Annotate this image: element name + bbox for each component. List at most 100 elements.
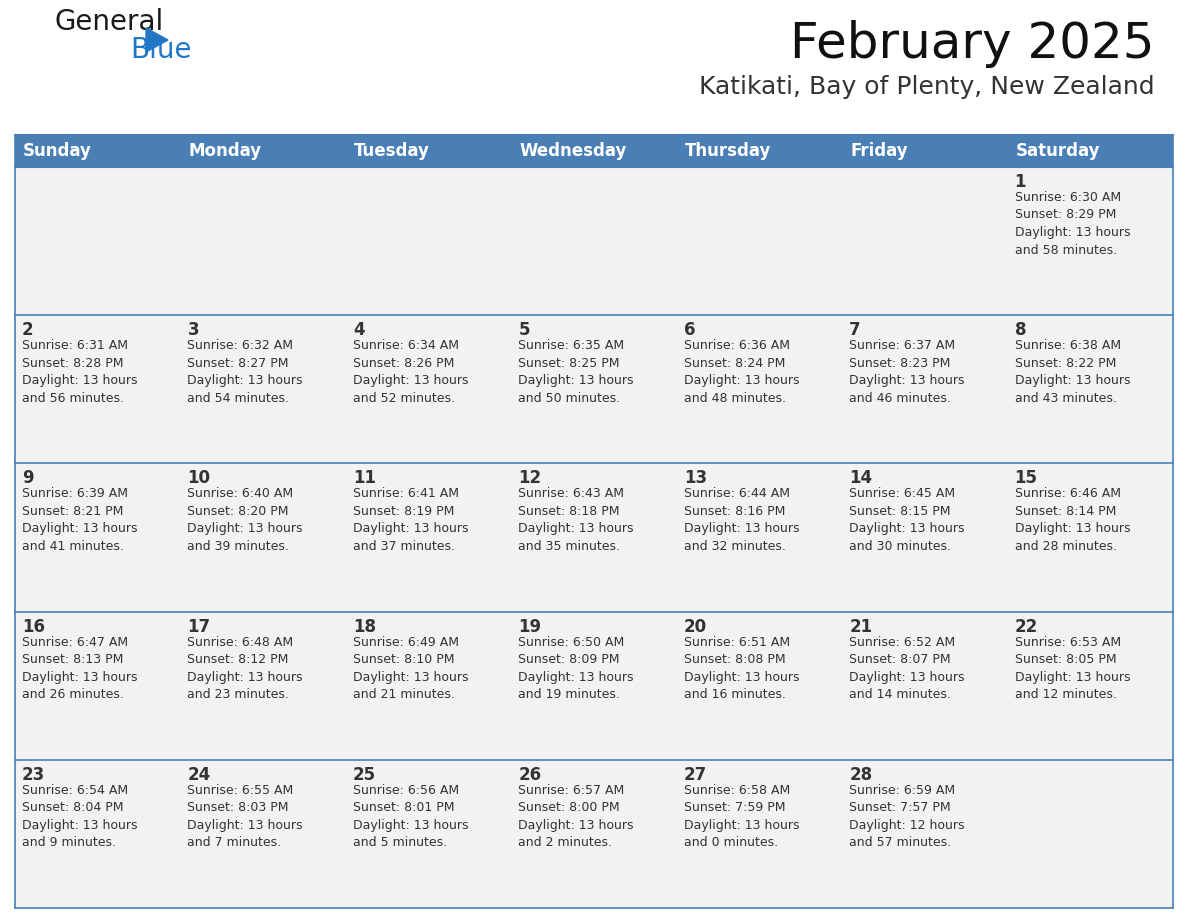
Bar bbox=[181, 464, 346, 611]
Text: Sunrise: 6:55 AM
Sunset: 8:03 PM
Daylight: 13 hours
and 7 minutes.: Sunrise: 6:55 AM Sunset: 8:03 PM Dayligh… bbox=[188, 784, 303, 849]
Bar bbox=[677, 464, 842, 611]
Text: Sunrise: 6:43 AM
Sunset: 8:18 PM
Daylight: 13 hours
and 35 minutes.: Sunrise: 6:43 AM Sunset: 8:18 PM Dayligh… bbox=[518, 487, 633, 553]
Text: Wednesday: Wednesday bbox=[519, 142, 626, 160]
Text: Tuesday: Tuesday bbox=[354, 142, 430, 160]
Text: Sunrise: 6:46 AM
Sunset: 8:14 PM
Daylight: 13 hours
and 28 minutes.: Sunrise: 6:46 AM Sunset: 8:14 PM Dayligh… bbox=[1015, 487, 1130, 553]
Text: Thursday: Thursday bbox=[684, 142, 771, 160]
Text: February 2025: February 2025 bbox=[790, 20, 1155, 68]
Text: Sunrise: 6:39 AM
Sunset: 8:21 PM
Daylight: 13 hours
and 41 minutes.: Sunrise: 6:39 AM Sunset: 8:21 PM Dayligh… bbox=[23, 487, 138, 553]
Text: 14: 14 bbox=[849, 469, 872, 487]
Bar bbox=[511, 315, 677, 464]
Bar bbox=[181, 760, 346, 908]
Text: 18: 18 bbox=[353, 618, 375, 635]
Text: 27: 27 bbox=[684, 766, 707, 784]
Text: Sunrise: 6:52 AM
Sunset: 8:07 PM
Daylight: 13 hours
and 14 minutes.: Sunrise: 6:52 AM Sunset: 8:07 PM Dayligh… bbox=[849, 635, 965, 701]
Text: Sunrise: 6:57 AM
Sunset: 8:00 PM
Daylight: 13 hours
and 2 minutes.: Sunrise: 6:57 AM Sunset: 8:00 PM Dayligh… bbox=[518, 784, 633, 849]
Bar bbox=[346, 135, 511, 167]
Text: Sunrise: 6:32 AM
Sunset: 8:27 PM
Daylight: 13 hours
and 54 minutes.: Sunrise: 6:32 AM Sunset: 8:27 PM Dayligh… bbox=[188, 339, 303, 405]
Text: Sunrise: 6:31 AM
Sunset: 8:28 PM
Daylight: 13 hours
and 56 minutes.: Sunrise: 6:31 AM Sunset: 8:28 PM Dayligh… bbox=[23, 339, 138, 405]
Text: Sunrise: 6:38 AM
Sunset: 8:22 PM
Daylight: 13 hours
and 43 minutes.: Sunrise: 6:38 AM Sunset: 8:22 PM Dayligh… bbox=[1015, 339, 1130, 405]
Bar bbox=[677, 611, 842, 760]
Bar bbox=[842, 760, 1007, 908]
Bar bbox=[15, 315, 181, 464]
Bar bbox=[511, 135, 677, 167]
Text: Sunrise: 6:50 AM
Sunset: 8:09 PM
Daylight: 13 hours
and 19 minutes.: Sunrise: 6:50 AM Sunset: 8:09 PM Dayligh… bbox=[518, 635, 633, 701]
Text: Sunrise: 6:41 AM
Sunset: 8:19 PM
Daylight: 13 hours
and 37 minutes.: Sunrise: 6:41 AM Sunset: 8:19 PM Dayligh… bbox=[353, 487, 468, 553]
Bar bbox=[346, 464, 511, 611]
Text: Sunrise: 6:40 AM
Sunset: 8:20 PM
Daylight: 13 hours
and 39 minutes.: Sunrise: 6:40 AM Sunset: 8:20 PM Dayligh… bbox=[188, 487, 303, 553]
Text: 21: 21 bbox=[849, 618, 872, 635]
Text: 11: 11 bbox=[353, 469, 375, 487]
Bar bbox=[511, 760, 677, 908]
Text: 23: 23 bbox=[23, 766, 45, 784]
Bar bbox=[15, 464, 181, 611]
Bar bbox=[511, 611, 677, 760]
Text: 9: 9 bbox=[23, 469, 33, 487]
Bar bbox=[677, 315, 842, 464]
Bar bbox=[1007, 167, 1173, 315]
Bar bbox=[15, 760, 181, 908]
Bar bbox=[15, 135, 181, 167]
Text: 22: 22 bbox=[1015, 618, 1038, 635]
Text: Sunrise: 6:44 AM
Sunset: 8:16 PM
Daylight: 13 hours
and 32 minutes.: Sunrise: 6:44 AM Sunset: 8:16 PM Dayligh… bbox=[684, 487, 800, 553]
Bar bbox=[15, 611, 181, 760]
Text: Blue: Blue bbox=[129, 36, 191, 64]
Bar bbox=[842, 464, 1007, 611]
Text: Sunrise: 6:51 AM
Sunset: 8:08 PM
Daylight: 13 hours
and 16 minutes.: Sunrise: 6:51 AM Sunset: 8:08 PM Dayligh… bbox=[684, 635, 800, 701]
Text: Sunrise: 6:45 AM
Sunset: 8:15 PM
Daylight: 13 hours
and 30 minutes.: Sunrise: 6:45 AM Sunset: 8:15 PM Dayligh… bbox=[849, 487, 965, 553]
Text: 19: 19 bbox=[518, 618, 542, 635]
Bar bbox=[677, 760, 842, 908]
Text: 7: 7 bbox=[849, 321, 861, 339]
Text: Sunrise: 6:36 AM
Sunset: 8:24 PM
Daylight: 13 hours
and 48 minutes.: Sunrise: 6:36 AM Sunset: 8:24 PM Dayligh… bbox=[684, 339, 800, 405]
Bar bbox=[842, 135, 1007, 167]
Polygon shape bbox=[146, 28, 168, 52]
Text: 17: 17 bbox=[188, 618, 210, 635]
Text: Katikati, Bay of Plenty, New Zealand: Katikati, Bay of Plenty, New Zealand bbox=[700, 75, 1155, 99]
Text: 6: 6 bbox=[684, 321, 695, 339]
Bar bbox=[346, 611, 511, 760]
Text: 25: 25 bbox=[353, 766, 375, 784]
Text: 12: 12 bbox=[518, 469, 542, 487]
Text: 1: 1 bbox=[1015, 173, 1026, 191]
Text: 5: 5 bbox=[518, 321, 530, 339]
Text: 26: 26 bbox=[518, 766, 542, 784]
Text: 28: 28 bbox=[849, 766, 872, 784]
Text: Sunrise: 6:35 AM
Sunset: 8:25 PM
Daylight: 13 hours
and 50 minutes.: Sunrise: 6:35 AM Sunset: 8:25 PM Dayligh… bbox=[518, 339, 633, 405]
Text: Sunrise: 6:47 AM
Sunset: 8:13 PM
Daylight: 13 hours
and 26 minutes.: Sunrise: 6:47 AM Sunset: 8:13 PM Dayligh… bbox=[23, 635, 138, 701]
Text: 2: 2 bbox=[23, 321, 33, 339]
Text: Monday: Monday bbox=[189, 142, 261, 160]
Text: Saturday: Saturday bbox=[1016, 142, 1100, 160]
Bar bbox=[181, 167, 346, 315]
Text: Sunrise: 6:48 AM
Sunset: 8:12 PM
Daylight: 13 hours
and 23 minutes.: Sunrise: 6:48 AM Sunset: 8:12 PM Dayligh… bbox=[188, 635, 303, 701]
Bar bbox=[346, 167, 511, 315]
Text: 20: 20 bbox=[684, 618, 707, 635]
Bar bbox=[181, 315, 346, 464]
Text: 10: 10 bbox=[188, 469, 210, 487]
Text: 13: 13 bbox=[684, 469, 707, 487]
Bar bbox=[1007, 760, 1173, 908]
Text: Sunrise: 6:37 AM
Sunset: 8:23 PM
Daylight: 13 hours
and 46 minutes.: Sunrise: 6:37 AM Sunset: 8:23 PM Dayligh… bbox=[849, 339, 965, 405]
Bar bbox=[1007, 135, 1173, 167]
Text: 24: 24 bbox=[188, 766, 210, 784]
Text: Sunrise: 6:54 AM
Sunset: 8:04 PM
Daylight: 13 hours
and 9 minutes.: Sunrise: 6:54 AM Sunset: 8:04 PM Dayligh… bbox=[23, 784, 138, 849]
Text: Sunrise: 6:49 AM
Sunset: 8:10 PM
Daylight: 13 hours
and 21 minutes.: Sunrise: 6:49 AM Sunset: 8:10 PM Dayligh… bbox=[353, 635, 468, 701]
Text: Friday: Friday bbox=[851, 142, 908, 160]
Bar bbox=[1007, 464, 1173, 611]
Text: Sunrise: 6:30 AM
Sunset: 8:29 PM
Daylight: 13 hours
and 58 minutes.: Sunrise: 6:30 AM Sunset: 8:29 PM Dayligh… bbox=[1015, 191, 1130, 256]
Text: Sunrise: 6:58 AM
Sunset: 7:59 PM
Daylight: 13 hours
and 0 minutes.: Sunrise: 6:58 AM Sunset: 7:59 PM Dayligh… bbox=[684, 784, 800, 849]
Text: 8: 8 bbox=[1015, 321, 1026, 339]
Bar bbox=[511, 464, 677, 611]
Bar bbox=[842, 611, 1007, 760]
Bar bbox=[677, 167, 842, 315]
Text: 4: 4 bbox=[353, 321, 365, 339]
Bar bbox=[842, 315, 1007, 464]
Bar bbox=[15, 167, 181, 315]
Bar bbox=[1007, 315, 1173, 464]
Bar bbox=[511, 167, 677, 315]
Text: Sunday: Sunday bbox=[23, 142, 91, 160]
Bar bbox=[181, 135, 346, 167]
Bar bbox=[842, 167, 1007, 315]
Text: Sunrise: 6:59 AM
Sunset: 7:57 PM
Daylight: 12 hours
and 57 minutes.: Sunrise: 6:59 AM Sunset: 7:57 PM Dayligh… bbox=[849, 784, 965, 849]
Bar bbox=[677, 135, 842, 167]
Text: 15: 15 bbox=[1015, 469, 1037, 487]
